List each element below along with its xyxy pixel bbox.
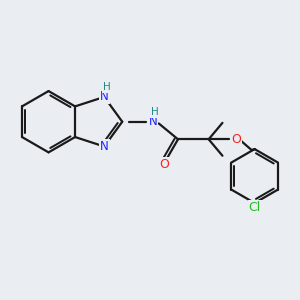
Text: N: N: [100, 90, 109, 104]
Text: N: N: [148, 115, 157, 128]
Text: H: H: [151, 107, 158, 117]
Text: H: H: [103, 82, 110, 92]
Text: O: O: [159, 158, 169, 171]
Text: Cl: Cl: [248, 201, 261, 214]
Text: N: N: [100, 140, 109, 153]
Text: O: O: [232, 133, 242, 146]
